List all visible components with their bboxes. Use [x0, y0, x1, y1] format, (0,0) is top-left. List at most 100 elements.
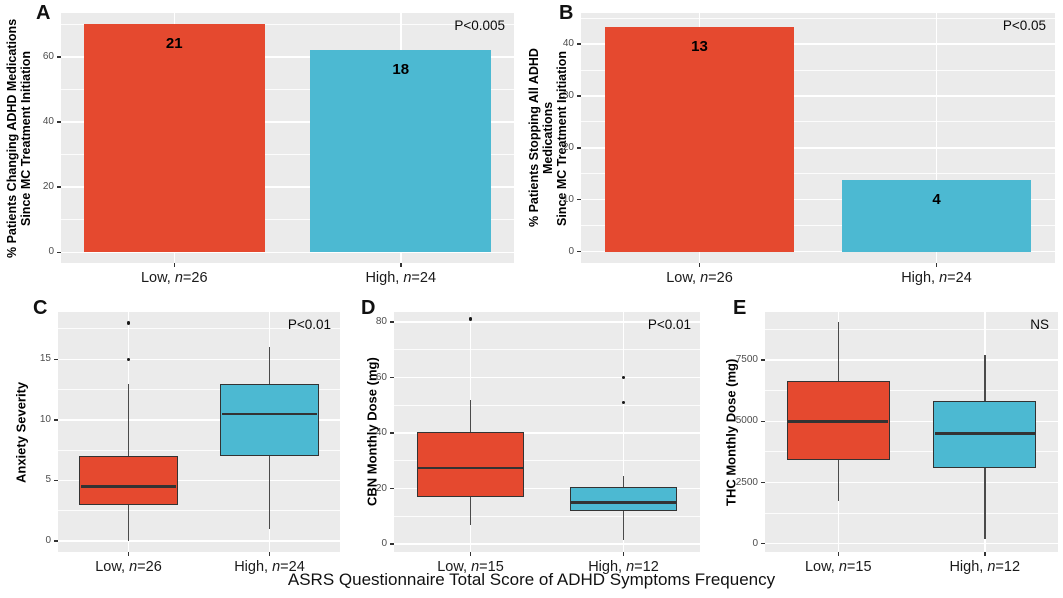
shared-x-axis-title: ASRS Questionnaire Total Score of ADHD S… — [287, 570, 776, 589]
y-tick-mark — [577, 198, 581, 201]
panel-letter-a: A — [36, 2, 51, 24]
y-tick-mark — [390, 376, 394, 379]
y-tick-label: 60 — [42, 50, 54, 62]
major-gridline — [58, 419, 340, 421]
outlier-point — [468, 317, 473, 321]
major-gridline — [394, 543, 700, 545]
minor-gridline — [394, 349, 700, 351]
y-tick-mark — [54, 419, 58, 421]
x-category-label: Low, n=26 — [140, 270, 208, 286]
minor-gridline — [765, 451, 1058, 453]
y-tick-mark — [57, 251, 61, 253]
outlier-point — [621, 400, 626, 405]
y-tick-label: 0 — [45, 535, 51, 547]
major-gridline — [58, 540, 340, 542]
y-tick-label: 0 — [381, 538, 387, 550]
major-gridline — [581, 198, 1055, 201]
significance-label: P<0.01 — [287, 317, 331, 332]
minor-gridline — [61, 23, 514, 25]
panel-d: D CBN Monthly Dose (mg) P<0.01 0 20 40 60 80… — [355, 290, 710, 575]
y-tick-label: 7500 — [735, 354, 758, 366]
y-tick-mark — [57, 56, 61, 58]
x-tick-mark — [837, 552, 839, 556]
y-tick-label: 0 — [568, 245, 574, 257]
y-tick-label: 0 — [752, 537, 758, 549]
y-tick-label: 2500 — [735, 476, 758, 488]
panel-letter-b: B — [559, 2, 574, 24]
y-axis-title: THC Monthly Dose (mg) — [723, 358, 739, 506]
y-axis-title: % Patients Changing ADHD Medications Sin… — [5, 18, 33, 258]
minor-gridline — [394, 460, 700, 462]
median-line — [571, 501, 676, 504]
y-tick-label: 30 — [562, 89, 574, 101]
minor-gridline — [58, 449, 340, 451]
y-tick-mark — [577, 43, 581, 45]
minor-gridline — [58, 510, 340, 512]
y-tick-mark — [54, 358, 58, 361]
y-tick-mark — [761, 481, 765, 484]
y-tick-label: 20 — [562, 141, 574, 153]
panel-letter-c: C — [33, 297, 48, 319]
significance-label: P<0.01 — [647, 317, 691, 332]
significance-label: NS — [1030, 317, 1049, 332]
plot-area: P<0.05 13 4 — [581, 13, 1055, 263]
y-tick-label: 5000 — [735, 415, 758, 427]
panel-letter-d: D — [361, 297, 376, 319]
y-tick-mark — [57, 121, 61, 123]
major-gridline — [394, 487, 700, 490]
major-gridline — [394, 432, 700, 434]
x-category-label: Low, n=15 — [437, 559, 504, 575]
panel-b: B % Patients Stopping All ADHD Medicatio… — [527, 0, 1063, 290]
major-gridline — [61, 251, 514, 253]
x-category-label: High, n=12 — [949, 559, 1021, 575]
panel-letter-e: E — [733, 297, 747, 319]
x-category-label: Low, n=26 — [666, 270, 733, 286]
plot-area: P<0.005 21 18 — [61, 13, 514, 263]
y-tick-mark — [761, 359, 765, 361]
minor-gridline — [581, 121, 1055, 123]
x-category-label: High, n=24 — [365, 270, 437, 286]
bar-high — [310, 50, 492, 253]
box-high — [220, 383, 319, 457]
major-gridline — [58, 358, 340, 361]
major-gridline — [61, 56, 514, 58]
median-line — [418, 466, 523, 470]
y-tick-label: 10 — [562, 193, 574, 205]
median-line — [934, 432, 1035, 435]
outlier-point — [126, 357, 131, 362]
y-tick-label: 5 — [45, 474, 51, 486]
y-tick-mark — [761, 420, 765, 423]
major-gridline — [394, 376, 700, 379]
panel-a: A % Patients Changing ADHD Medications S… — [0, 0, 531, 290]
vertical-gridline — [935, 13, 938, 263]
x-tick-mark — [622, 552, 625, 556]
minor-gridline — [765, 512, 1058, 514]
x-tick-mark — [127, 552, 130, 556]
y-tick-mark — [54, 479, 58, 482]
minor-gridline — [58, 328, 340, 330]
plot-area: P<0.01 — [58, 312, 340, 552]
significance-label: P<0.05 — [1002, 18, 1046, 33]
y-tick-mark — [57, 186, 61, 188]
major-gridline — [394, 321, 700, 323]
minor-gridline — [61, 219, 514, 221]
y-tick-label: 40 — [562, 38, 574, 50]
bar-low — [604, 27, 795, 252]
y-tick-mark — [761, 542, 765, 545]
y-tick-mark — [390, 321, 394, 323]
x-tick-mark — [173, 263, 175, 267]
y-tick-label: 10 — [39, 413, 51, 425]
bar-low — [83, 24, 265, 253]
y-axis-title: % Patients Stopping All ADHD Medications… — [527, 48, 569, 228]
minor-gridline — [61, 154, 514, 156]
x-tick-mark — [984, 552, 986, 556]
x-tick-mark — [935, 263, 938, 267]
major-gridline — [581, 95, 1055, 97]
bar-count-label: 18 — [392, 61, 410, 79]
x-tick-mark — [400, 263, 402, 267]
minor-gridline — [394, 404, 700, 406]
y-tick-mark — [577, 147, 581, 149]
y-tick-label: 0 — [48, 246, 54, 258]
panel-c: C Anxiety Severity P<0.01 0 5 10 15 Low, n=2… — [0, 290, 355, 574]
